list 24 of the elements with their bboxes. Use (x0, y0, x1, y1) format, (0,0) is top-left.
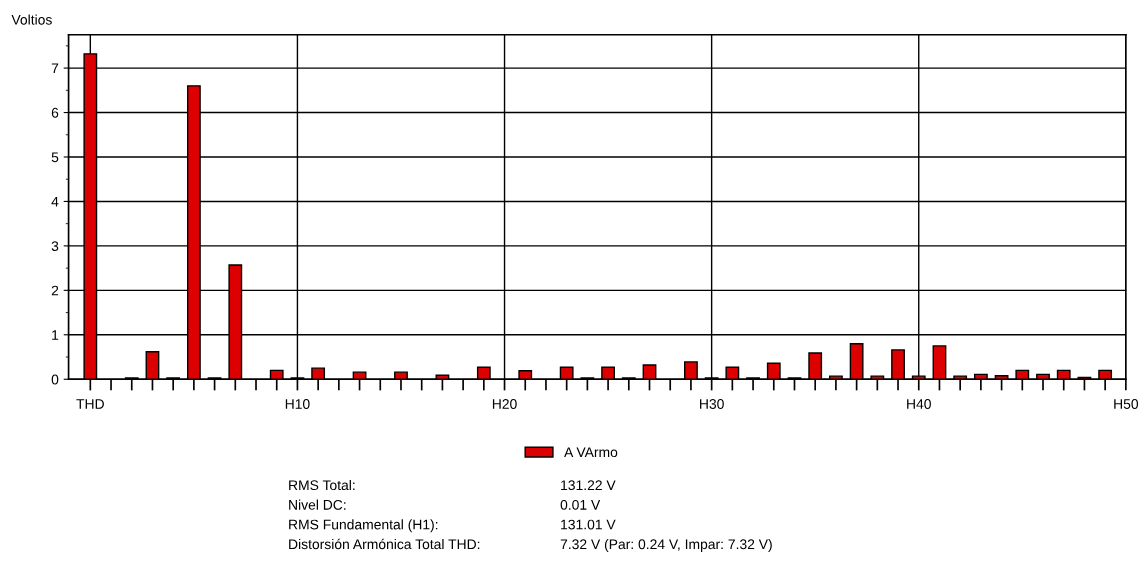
y-tick-label: 1 (52, 330, 59, 340)
text: Nivel DC: (289, 499, 346, 510)
legend-label: A VArmo (564, 447, 618, 458)
y-tick-label: 0 (51, 374, 59, 385)
x-tick-label: H40 (907, 399, 931, 409)
x-tick-label: H10 (285, 399, 310, 409)
y-tick-label: 6 (51, 107, 59, 118)
y-axis-title: Voltios (11, 14, 52, 25)
text: RMS Fundamental (H1): (289, 519, 438, 533)
x-tick-label: H20 (492, 399, 517, 409)
y-tick-label: 5 (51, 152, 59, 163)
text: 7.32 V (Par: 0.24 V, Impar: 7.32 V) (560, 538, 772, 552)
text: 131.01 V (561, 519, 616, 530)
text: RMS Total: (289, 479, 355, 491)
x-tick-label: THD (76, 399, 104, 409)
x-tick-label: H30 (700, 399, 724, 409)
y-tick-label: 7 (51, 63, 59, 74)
text: 131.22 V (561, 480, 616, 491)
x-tick-label: H50 (1114, 399, 1139, 409)
text: Distorsión Armónica Total THD: (289, 538, 480, 550)
text: 0.01 V (560, 499, 601, 510)
y-tick-label: 3 (51, 241, 59, 252)
y-tick-label: 2 (51, 285, 59, 296)
y-tick-label: 4 (51, 196, 59, 207)
